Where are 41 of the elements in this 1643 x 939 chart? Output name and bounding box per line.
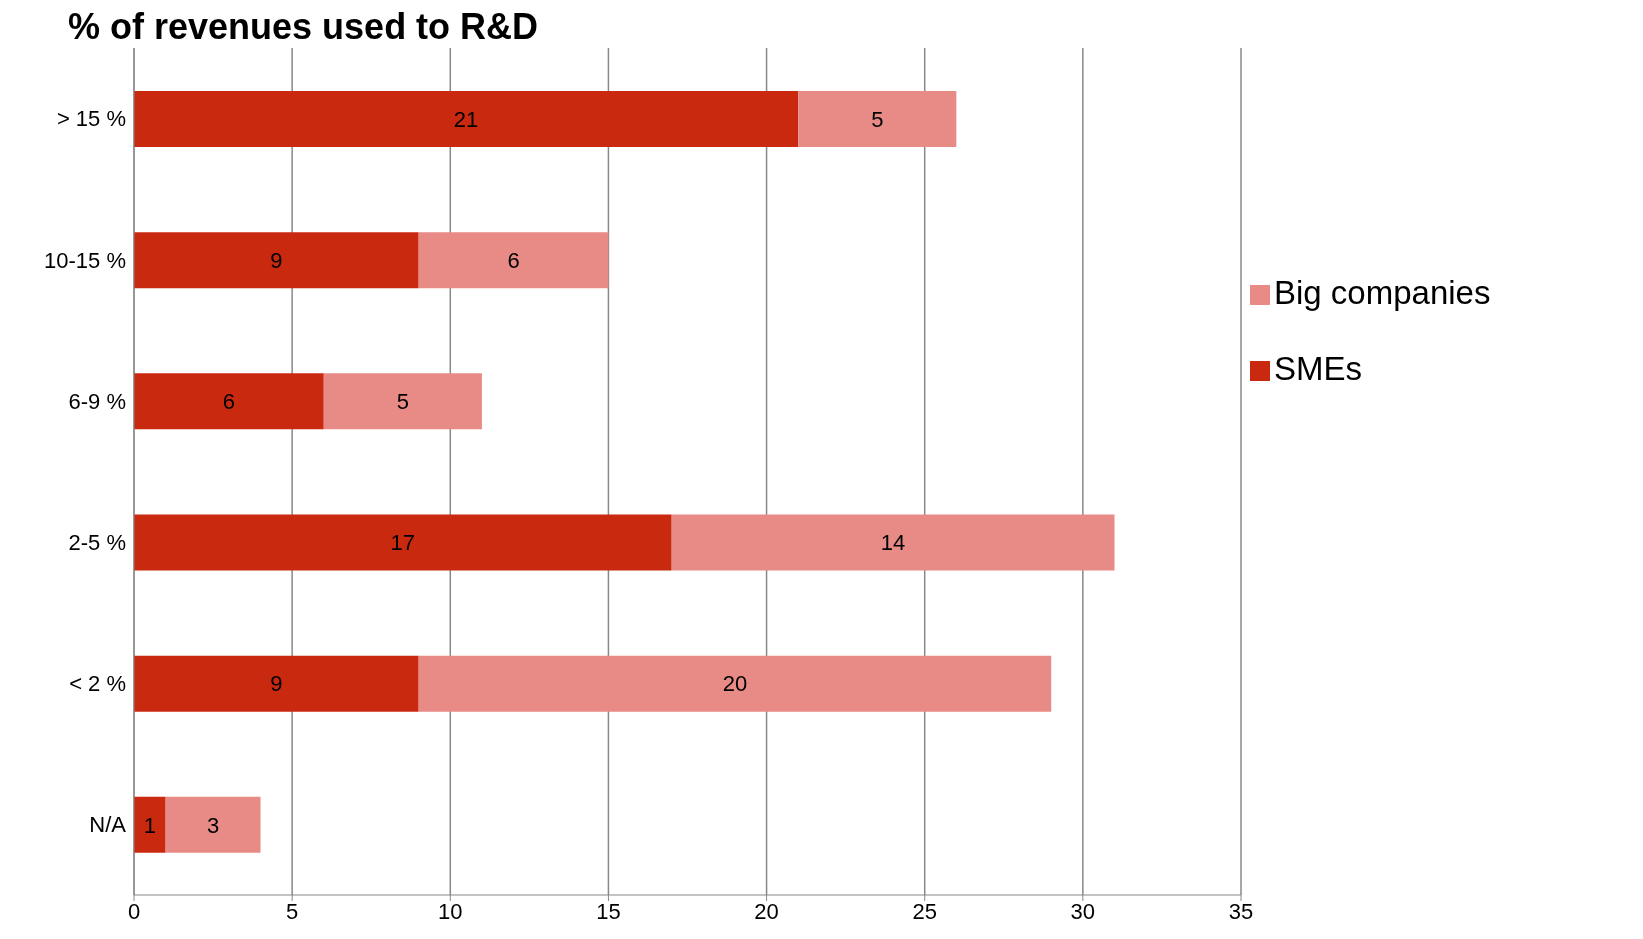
y-tick-label: 10-15 % bbox=[44, 247, 126, 273]
y-tick-label: < 2 % bbox=[69, 671, 126, 697]
bar bbox=[323, 373, 482, 430]
data-label: 3 bbox=[206, 812, 220, 838]
bar bbox=[418, 655, 1052, 712]
x-tick-label: 15 bbox=[596, 898, 621, 924]
x-tick-label: 30 bbox=[1070, 898, 1096, 924]
x-tick-label: 35 bbox=[1228, 898, 1254, 924]
data-label: 9 bbox=[270, 247, 283, 273]
y-tick-label: N/A bbox=[89, 812, 127, 838]
legend-label: SMEs bbox=[1274, 350, 1363, 387]
data-label: 17 bbox=[390, 530, 416, 556]
data-label: 1 bbox=[143, 812, 156, 838]
bar bbox=[134, 655, 419, 712]
bar bbox=[798, 91, 957, 147]
x-tick-label: 5 bbox=[286, 898, 299, 924]
x-tick-label: 20 bbox=[754, 898, 779, 924]
data-label: 14 bbox=[880, 530, 906, 556]
x-tick-label: 0 bbox=[127, 898, 141, 924]
data-label: 21 bbox=[453, 106, 479, 132]
bar bbox=[671, 514, 1115, 571]
data-label: 20 bbox=[722, 671, 748, 697]
bar bbox=[134, 514, 672, 571]
y-tick-label: 6-9 % bbox=[68, 388, 126, 414]
bar bbox=[165, 796, 261, 853]
data-label: 9 bbox=[270, 671, 283, 697]
bar bbox=[418, 232, 609, 289]
chart-title: % of revenues used to R&D bbox=[68, 6, 539, 48]
x-tick-label: 10 bbox=[438, 898, 463, 924]
data-label: 6 bbox=[507, 247, 520, 273]
bar bbox=[134, 91, 799, 147]
bar bbox=[134, 373, 324, 430]
legend-label: Big companies bbox=[1274, 274, 1491, 311]
bar bbox=[134, 796, 166, 853]
x-tick-label: 25 bbox=[912, 898, 937, 924]
y-tick-label: > 15 % bbox=[56, 106, 126, 132]
data-label: 6 bbox=[222, 389, 236, 415]
data-label: 5 bbox=[396, 389, 409, 415]
y-tick-label: 2-5 % bbox=[68, 529, 126, 555]
data-label: 5 bbox=[871, 106, 884, 132]
bar bbox=[134, 232, 419, 289]
